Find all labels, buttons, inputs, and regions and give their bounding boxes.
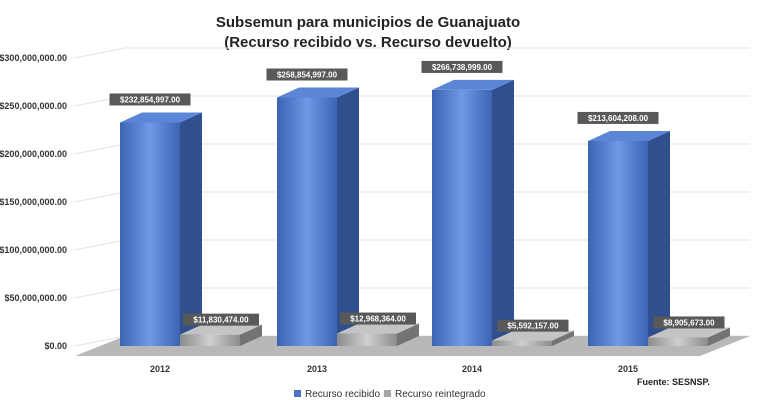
x-axis: 2012 2013 2014 2015 [150,364,638,374]
bar-recibido-2012-top [120,112,202,123]
label-recibido-2014-box [421,60,503,73]
gridline [74,287,126,299]
label-reintegrado-2013-box [340,312,416,325]
x-tick-label: 2013 [307,364,327,374]
bar-reintegrado-2014 [492,330,574,346]
bar-reintegrado-2012-front [180,334,240,346]
bar-recibido-2013-front [277,97,337,346]
gridline [74,191,126,203]
x-tick-label: 2014 [462,364,482,374]
bar-reintegrado-2013 [337,323,419,346]
bar-recibido-2012-side [180,112,202,347]
label-reintegrado-2013: $12,968,364.00 [340,312,416,325]
y-tick-label: $150,000,000.00 [0,197,67,207]
data-labels: $232,854,997.00 $11,830,474.00 $258,854,99… [109,60,725,332]
label-recibido-2014: $266,738,999.00 [421,60,503,73]
bar-reintegrado-2013-side [397,323,419,346]
x-tick-label: 2012 [150,364,170,374]
bar-reintegrado-2013-front [337,333,397,346]
bar-reintegrado-2015-top [648,327,730,338]
label-recibido-2012-text: $232,854,997.00 [120,95,181,104]
label-reintegrado-2012-box [183,313,259,326]
label-recibido-2014-text: $266,738,999.00 [432,63,493,72]
label-reintegrado-2015: $8,905,673.00 [653,316,725,329]
y-tick-label: $0.00 [44,341,67,351]
legend-swatch-recibido [294,390,301,397]
chart-subtitle: (Recurso recibido vs. Recurso devuelto) [224,34,512,51]
label-reintegrado-2012: $11,830,474.00 [183,313,259,326]
bar-recibido-2012 [120,112,202,347]
bar-reintegrado-2014-side [552,330,574,346]
legend: Recurso recibido Recurso reintegrado [294,389,486,400]
bar-recibido-2014-side [492,79,514,347]
bar-reintegrado-2015-side [708,327,730,346]
bar-reintegrado-2012-side [240,324,262,346]
label-recibido-2012-box [109,93,191,106]
y-tick-label: $250,000,000.00 [0,101,67,111]
x-tick-label: 2015 [618,364,638,374]
y-tick-label: $300,000,000.00 [0,53,67,63]
gridline [74,239,126,251]
label-reintegrado-2014: $5,592,157.00 [497,319,569,332]
y-tick-label: $50,000,000.00 [4,293,67,303]
y-axis: $0.00 $50,000,000.00 $100,000,000.00 $150,0… [0,53,67,351]
bar-recibido-2015-side [648,130,670,346]
bar-reintegrado-2014-top [492,330,574,341]
label-recibido-2013-text: $258,854,997.00 [277,70,338,79]
label-reintegrado-2012-text: $11,830,474.00 [193,316,249,325]
source-note: Fuente: SESNSP. [637,377,710,387]
label-reintegrado-2014-text: $5,592,157.00 [507,322,559,331]
label-reintegrado-2015-box [653,316,725,329]
label-recibido-2012: $232,854,997.00 [109,93,191,106]
bar-reintegrado-2013-top [337,323,419,334]
label-recibido-2015-text: $213,604,208.00 [588,114,649,123]
legend-label-reintegrado: Recurso reintegrado [395,389,486,400]
legend-swatch-reintegrado [384,390,391,397]
y-tick-label: $100,000,000.00 [0,245,67,255]
chart-title: Subsemun para municipios de Guanajuato [216,14,520,31]
bar-recibido-2014-top [432,79,514,90]
bar-recibido-2015-top [588,130,670,141]
bar-recibido-2014 [432,79,514,347]
label-reintegrado-2014-box [497,319,569,332]
label-reintegrado-2013-text: $12,968,364.00 [350,315,406,324]
label-recibido-2015: $213,604,208.00 [577,111,659,124]
bar-recibido-2015-front [588,140,648,346]
bar-recibido-2013-top [277,87,359,98]
label-recibido-2013: $258,854,997.00 [266,68,348,81]
label-recibido-2013-box [266,68,348,81]
label-reintegrado-2015-text: $8,905,673.00 [663,318,715,327]
bar-reintegrado-2015-front [648,337,708,346]
bar-recibido-2013 [277,87,359,346]
bar-recibido-2015 [588,130,670,346]
bar-reintegrado-2012 [180,324,262,346]
bar-reintegrado-2014-front [492,340,552,346]
bar-reintegrado-2012-top [180,324,262,335]
gridline [74,143,126,155]
legend-label-recibido: Recurso recibido [305,389,380,400]
gridline [74,335,126,347]
bar-reintegrado-2015 [648,327,730,346]
y-tick-label: $200,000,000.00 [0,149,67,159]
label-recibido-2015-box [577,111,659,124]
bar-recibido-2014-front [432,89,492,347]
bar-recibido-2012-front [120,122,180,347]
bars [120,79,730,347]
gridline [74,47,126,59]
bar-recibido-2013-side [337,87,359,346]
